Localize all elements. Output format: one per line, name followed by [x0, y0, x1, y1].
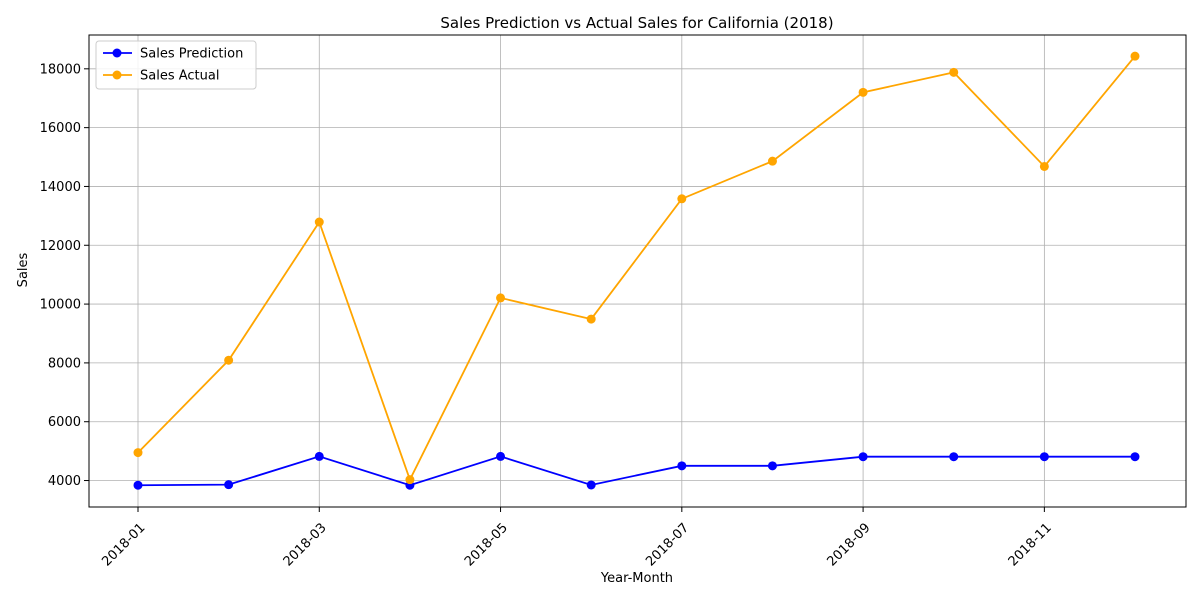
x-tick-label: 2018-07: [643, 520, 692, 569]
x-axis-label: Year-Month: [600, 571, 673, 586]
data-point: [586, 480, 596, 490]
legend-swatch-marker: [112, 48, 122, 58]
axes: 2018-01 2018-03 2018-05 2018-07 2018-09 2018-…: [40, 62, 1055, 569]
x-tick-label: 2018-09: [825, 520, 874, 569]
series-prediction: [133, 451, 1140, 490]
y-tick-label: 12000: [40, 239, 81, 254]
legend-label: Sales Prediction: [140, 47, 243, 62]
data-point: [677, 194, 687, 204]
series-line: [137, 55, 1136, 482]
x-tick-label: 2018-05: [462, 520, 511, 569]
data-point: [405, 475, 415, 485]
data-point: [224, 480, 234, 490]
y-tick-label: 16000: [40, 121, 81, 136]
series-line: [137, 455, 1135, 487]
data-point: [496, 451, 506, 461]
data-point: [586, 314, 596, 324]
data-point: [677, 461, 687, 471]
data-point: [858, 452, 868, 462]
data-point: [314, 217, 324, 227]
legend-label: Sales Actual: [140, 69, 219, 84]
plot-frame: [88, 34, 1187, 508]
y-tick-label: 8000: [48, 356, 81, 371]
data-point: [1130, 452, 1140, 462]
legend-swatch-marker: [112, 70, 122, 80]
series-actual: [133, 51, 1140, 485]
data-point: [314, 451, 324, 461]
data-point: [767, 156, 777, 166]
chart-title: Sales Prediction vs Actual Sales for Cal…: [440, 14, 833, 32]
y-tick-label: 14000: [40, 180, 81, 195]
grid: [89, 35, 1186, 507]
data-point: [1039, 452, 1049, 462]
x-tick-label: 2018-01: [99, 520, 148, 569]
y-tick-label: 6000: [48, 415, 81, 430]
data-point: [1130, 51, 1140, 61]
y-tick-label: 4000: [48, 474, 81, 489]
data-point: [949, 67, 959, 77]
data-point: [1039, 161, 1049, 171]
data-point: [224, 355, 234, 365]
data-point: [133, 480, 143, 490]
data-point: [858, 87, 868, 97]
y-axis-label: Sales: [16, 252, 31, 287]
data-point: [496, 293, 506, 303]
y-tick-label: 10000: [40, 298, 81, 313]
legend: Sales Prediction Sales Actual: [95, 40, 257, 90]
x-tick-label: 2018-11: [1006, 520, 1055, 569]
data-point: [949, 452, 959, 462]
legend-item: Sales Prediction: [103, 47, 243, 62]
series-group: [133, 51, 1140, 490]
legend-item: Sales Actual: [103, 69, 219, 84]
data-point: [133, 448, 143, 458]
legend-box: [95, 40, 257, 90]
x-tick-label: 2018-03: [281, 520, 330, 569]
data-point: [767, 461, 777, 471]
y-tick-label: 18000: [40, 62, 81, 77]
